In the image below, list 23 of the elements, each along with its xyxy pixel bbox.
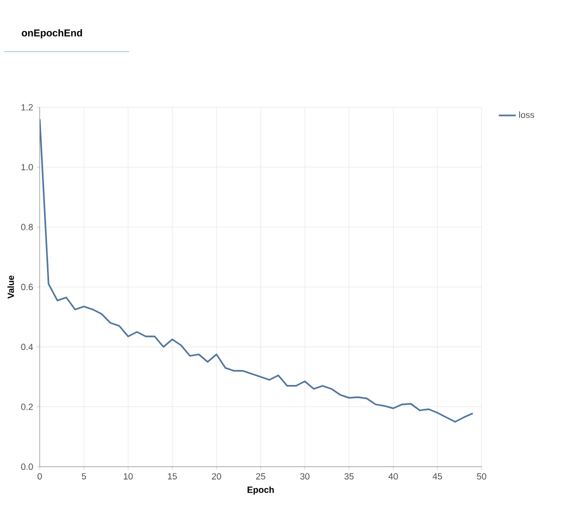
legend-label: loss bbox=[519, 111, 534, 118]
y-tick-label: 0.8 bbox=[21, 224, 33, 230]
x-tick-label: 5 bbox=[82, 473, 86, 480]
x-tick-label: 25 bbox=[256, 473, 266, 480]
y-tick-label: 0.0 bbox=[21, 463, 33, 470]
x-tick-label: 50 bbox=[477, 473, 486, 480]
chart-title: onEpochEnd bbox=[22, 28, 82, 38]
y-tick-label: 1.2 bbox=[22, 104, 33, 110]
line-series bbox=[40, 118, 474, 422]
x-tick-label: 15 bbox=[168, 473, 177, 480]
y-tick-label: 0.4 bbox=[21, 344, 33, 350]
x-tick-label: 20 bbox=[212, 473, 222, 480]
y-tick-label: 0.2 bbox=[21, 403, 33, 410]
x-tick-label: 45 bbox=[432, 473, 442, 480]
y-axis-title: Value bbox=[7, 275, 14, 298]
y-tick-label: 1.0 bbox=[22, 164, 33, 170]
x-axis-title: Epoch bbox=[248, 486, 274, 494]
x-tick-label: 40 bbox=[388, 473, 398, 480]
x-tick-label: 10 bbox=[124, 473, 133, 480]
x-tick-label: 0 bbox=[38, 473, 42, 480]
x-tick-label: 35 bbox=[344, 473, 354, 480]
x-tick-label: 30 bbox=[300, 473, 310, 480]
y-tick-label: 0.6 bbox=[21, 284, 33, 290]
